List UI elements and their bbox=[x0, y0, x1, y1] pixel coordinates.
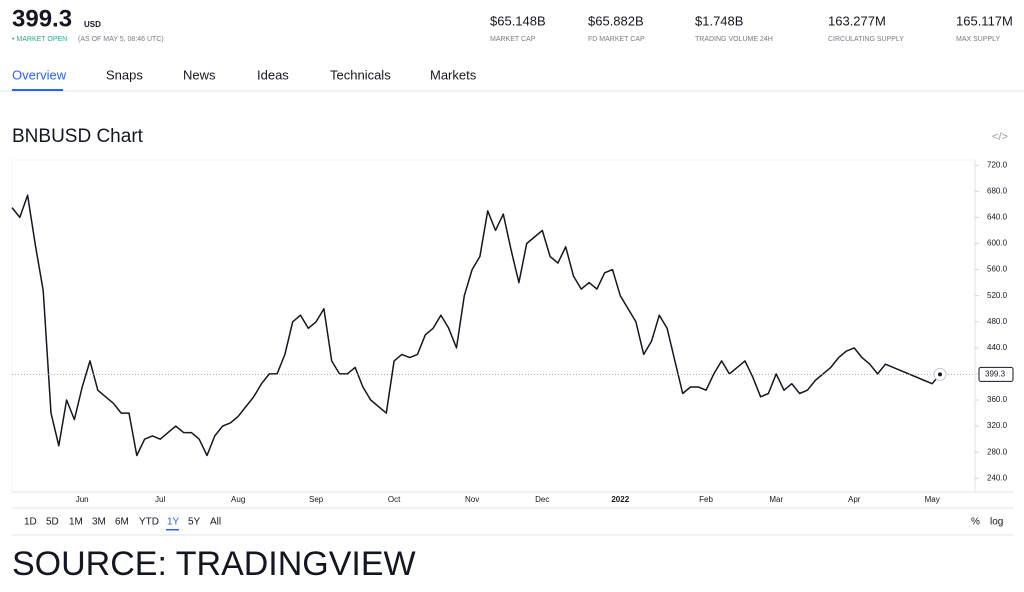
tab-underline bbox=[12, 89, 63, 91]
x-tick-label: Mar bbox=[769, 495, 783, 504]
y-tick-label: 360.0 bbox=[987, 395, 1008, 404]
y-tick-label: 320.0 bbox=[987, 421, 1008, 430]
range-button[interactable]: 5Y bbox=[188, 517, 201, 528]
x-tick-label: Jun bbox=[76, 495, 89, 504]
range-button[interactable]: 1D bbox=[24, 517, 37, 528]
embed-icon[interactable]: </> bbox=[992, 131, 1008, 143]
x-tick-label: 2022 bbox=[611, 495, 629, 504]
range-button[interactable]: 1Y bbox=[167, 517, 180, 528]
scale-option[interactable]: log bbox=[990, 517, 1003, 528]
chart-title: BNBUSD Chart bbox=[12, 126, 144, 147]
stat-label: TRADING VOLUME 24H bbox=[695, 36, 773, 43]
tab[interactable]: News bbox=[183, 67, 216, 82]
y-tick-label: 280.0 bbox=[987, 447, 1008, 456]
scale-option[interactable]: % bbox=[971, 517, 980, 528]
range-button[interactable]: YTD bbox=[139, 517, 159, 528]
stat-value: 163.277M bbox=[828, 13, 886, 28]
tab[interactable]: Markets bbox=[430, 67, 477, 82]
range-underline bbox=[166, 529, 179, 531]
y-tick-label: 680.0 bbox=[987, 186, 1008, 195]
stat-label: MAX SUPPLY bbox=[956, 36, 1001, 43]
tab[interactable]: Technicals bbox=[330, 67, 391, 82]
stat-label: CIRCULATING SUPPLY bbox=[828, 36, 904, 43]
x-tick-label: Apr bbox=[848, 495, 861, 504]
x-tick-label: Jul bbox=[155, 495, 165, 504]
x-tick-label: Nov bbox=[465, 495, 479, 504]
x-tick-label: May bbox=[925, 495, 940, 504]
y-tick-label: 560.0 bbox=[987, 265, 1008, 274]
x-tick-label: Oct bbox=[388, 495, 401, 504]
range-button[interactable]: 1M bbox=[69, 517, 83, 528]
tab[interactable]: Overview bbox=[12, 67, 67, 82]
x-tick-label: Dec bbox=[535, 495, 549, 504]
source: SOURCE: TRADINGVIEW bbox=[12, 545, 416, 583]
tab[interactable]: Ideas bbox=[257, 67, 289, 82]
range-button[interactable]: All bbox=[210, 517, 221, 528]
x-tick-label: Sep bbox=[309, 495, 324, 504]
price-line bbox=[11, 194, 941, 457]
y-tick-label: 240.0 bbox=[987, 473, 1008, 482]
range-button[interactable]: 6M bbox=[115, 517, 129, 528]
plot-area bbox=[11, 159, 976, 493]
last-price-label: 399.3 bbox=[985, 370, 1006, 379]
currency: USD bbox=[84, 20, 101, 29]
stat-value: $1.748B bbox=[695, 13, 743, 28]
price: 399.3 bbox=[12, 5, 72, 32]
y-tick-label: 480.0 bbox=[987, 317, 1008, 326]
y-tick-label: 600.0 bbox=[987, 239, 1008, 248]
range-button[interactable]: 3M bbox=[92, 517, 106, 528]
stat-value: $65.148B bbox=[490, 13, 546, 28]
market-status: • MARKET OPEN bbox=[12, 36, 67, 43]
x-tick-label: Feb bbox=[699, 495, 713, 504]
last-price-point bbox=[938, 372, 942, 377]
x-tick-label: Aug bbox=[231, 495, 245, 504]
last-price-tag bbox=[978, 366, 1014, 382]
y-tick-label: 520.0 bbox=[987, 291, 1008, 300]
tab[interactable]: Snaps bbox=[106, 67, 143, 82]
stat-label: MARKET CAP bbox=[490, 36, 536, 43]
as-of: (AS OF MAY 5, 08:46 UTC) bbox=[78, 36, 164, 43]
y-tick-label: 720.0 bbox=[987, 160, 1008, 169]
stat-value: 165.117M bbox=[956, 13, 1013, 28]
y-tick-label: 640.0 bbox=[987, 213, 1008, 222]
stat-value: $65.882B bbox=[588, 13, 644, 28]
stat-label: FD MARKET CAP bbox=[588, 36, 645, 43]
range-button[interactable]: 5D bbox=[46, 517, 59, 528]
y-tick-label: 440.0 bbox=[987, 343, 1008, 352]
